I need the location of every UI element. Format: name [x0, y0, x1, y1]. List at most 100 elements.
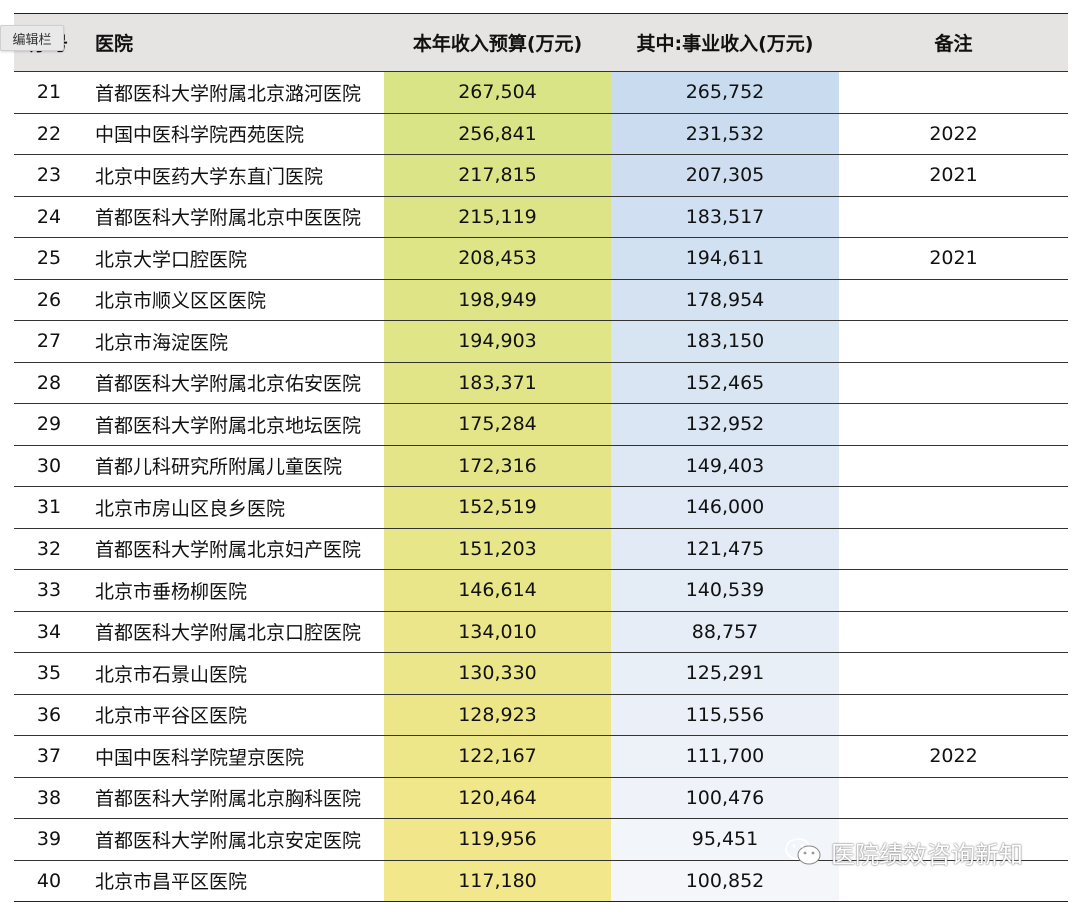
- row-business-income: 183,517: [611, 196, 839, 237]
- row-business-income: 231,532: [611, 113, 839, 154]
- row-no: 31: [36, 496, 62, 519]
- row-note: [839, 529, 1068, 570]
- row-business-income: 178,954: [611, 279, 839, 320]
- row-note: [839, 778, 1068, 819]
- row-no: 24: [36, 205, 62, 228]
- row-budget: 175,284: [384, 404, 611, 445]
- row-note: [839, 280, 1068, 321]
- row-note: [839, 197, 1068, 238]
- header-note: 备注: [934, 33, 973, 55]
- row-business-income: 152,465: [611, 362, 839, 403]
- row-hospital-name: 北京市平谷区医院: [95, 705, 248, 728]
- row-no: 23: [36, 164, 62, 187]
- row-hospital-name: 首都医科大学附属北京潞河医院: [95, 82, 362, 105]
- row-budget: 172,316: [384, 445, 611, 486]
- row-note: [839, 653, 1068, 694]
- row-no: 28: [36, 371, 62, 394]
- row-no: 33: [36, 579, 62, 602]
- row-budget: 194,903: [384, 321, 611, 362]
- row-note: [839, 321, 1068, 362]
- row-business-income: 100,476: [611, 777, 839, 818]
- row-note: [839, 612, 1068, 653]
- row-business-income: 194,611: [611, 238, 839, 279]
- row-hospital-name: 首都医科大学附属北京妇产医院: [95, 539, 362, 562]
- table-body: 21 首都医科大学附属北京潞河医院 267,504 265,752 22 中国中医科学院西…: [14, 72, 1068, 901]
- row-budget: 151,203: [384, 528, 611, 569]
- table-row: 26 北京市顺义区区医院 198,949 178,954: [14, 278, 1068, 321]
- row-note: 2021: [929, 164, 978, 187]
- header-name: 医院: [95, 33, 134, 55]
- row-business-income: 115,556: [611, 694, 839, 735]
- row-hospital-name: 首都儿科研究所附属儿童医院: [95, 456, 343, 479]
- row-no: 35: [36, 662, 62, 685]
- row-no: 37: [36, 745, 62, 768]
- header-business: 其中:事业收入(万元): [636, 33, 814, 55]
- table-row: 37 中国中医科学院望京医院 122,167 111,700 2022: [14, 735, 1068, 777]
- row-budget: 130,330: [384, 653, 611, 694]
- row-business-income: 140,539: [611, 570, 839, 611]
- row-hospital-name: 北京市垂杨柳医院: [95, 580, 248, 603]
- row-hospital-name: 首都医科大学附属北京安定医院: [95, 829, 362, 852]
- row-budget: 208,453: [384, 238, 611, 279]
- row-note: [839, 570, 1068, 611]
- row-hospital-name: 北京大学口腔医院: [95, 248, 248, 271]
- row-budget: 183,371: [384, 362, 611, 403]
- row-no: 29: [36, 413, 62, 436]
- row-no: 26: [36, 288, 62, 311]
- row-budget: 146,614: [384, 570, 611, 611]
- table-row: 31 北京市房山区良乡医院 152,519 146,000: [14, 486, 1068, 528]
- row-business-income: 121,475: [611, 528, 839, 569]
- table-row: 33 北京市垂杨柳医院 146,614 140,539: [14, 569, 1068, 611]
- row-note: 2021: [929, 247, 978, 270]
- header-budget: 本年收入预算(万元): [412, 33, 583, 55]
- wechat-icon: [785, 838, 821, 865]
- row-business-income: 183,150: [611, 321, 839, 362]
- row-budget: 128,923: [384, 694, 611, 735]
- table-header: 序号 医院 本年收入预算(万元) 其中:事业收入(万元) 备注: [14, 14, 1068, 72]
- table-row: 22 中国中医科学院西苑医院 256,841 231,532 2022: [14, 112, 1068, 154]
- table-row: 36 北京市平谷区医院 128,923 115,556: [14, 693, 1068, 736]
- row-budget: 256,841: [384, 113, 611, 154]
- row-no: 30: [36, 454, 62, 477]
- table-row: 21 首都医科大学附属北京潞河医院 267,504 265,752: [14, 72, 1068, 113]
- table-row: 34 首都医科大学附属北京口腔医院 134,010 88,757: [14, 610, 1068, 653]
- edit-bar-badge[interactable]: 编辑栏: [0, 25, 64, 51]
- row-business-income: 125,291: [611, 653, 839, 694]
- table-row: 40 北京市昌平区医院 117,180 100,852: [14, 859, 1068, 901]
- row-hospital-name: 北京中医药大学东直门医院: [95, 165, 324, 188]
- row-no: 40: [36, 869, 62, 892]
- row-budget: 134,010: [384, 611, 611, 652]
- row-note: [839, 363, 1068, 404]
- row-business-income: 149,403: [611, 445, 839, 486]
- row-hospital-name: 北京市房山区良乡医院: [95, 497, 286, 520]
- watermark-text: 医院绩效咨询新知: [831, 840, 1023, 869]
- row-budget: 119,956: [384, 819, 611, 860]
- data-table: 序号 医院 本年收入预算(万元) 其中:事业收入(万元) 备注 21 首都医科大学…: [14, 13, 1068, 902]
- row-no: 27: [36, 330, 62, 353]
- row-no: 38: [36, 786, 62, 809]
- row-note: [839, 72, 1068, 113]
- row-hospital-name: 中国中医科学院西苑医院: [95, 124, 305, 147]
- watermark: 医院绩效咨询新知: [783, 834, 1023, 870]
- row-note: [839, 695, 1068, 736]
- table-row: 27 北京市海淀医院 194,903 183,150: [14, 320, 1068, 362]
- row-no: 22: [36, 122, 62, 145]
- row-budget: 152,519: [384, 487, 611, 528]
- row-hospital-name: 首都医科大学附属北京佑安医院: [95, 373, 362, 396]
- table-row: 24 首都医科大学附属北京中医医院 215,119 183,517: [14, 195, 1068, 238]
- row-hospital-name: 北京市石景山医院: [95, 663, 248, 686]
- row-business-income: 207,305: [611, 155, 839, 196]
- row-hospital-name: 首都医科大学附属北京口腔医院: [95, 622, 362, 645]
- row-budget: 198,949: [384, 279, 611, 320]
- row-budget: 120,464: [384, 777, 611, 818]
- row-no: 34: [36, 620, 62, 643]
- table-row: 28 首都医科大学附属北京佑安医院 183,371 152,465: [14, 361, 1068, 404]
- table-row: 32 首都医科大学附属北京妇产医院 151,203 121,475: [14, 527, 1068, 570]
- row-no: 39: [36, 828, 62, 851]
- row-business-income: 132,952: [611, 404, 839, 445]
- row-budget: 215,119: [384, 196, 611, 237]
- row-no: 21: [36, 81, 62, 104]
- row-budget: 122,167: [384, 736, 611, 777]
- row-business-income: 146,000: [611, 487, 839, 528]
- row-business-income: 265,752: [611, 72, 839, 113]
